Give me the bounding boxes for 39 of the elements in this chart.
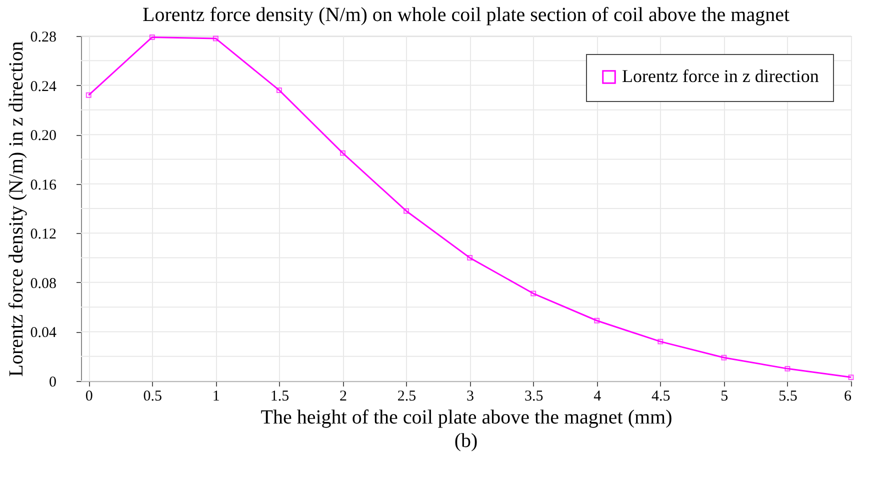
point [149,34,155,40]
point [340,150,346,156]
y-tick-label: 0 [49,374,56,390]
point [530,290,536,296]
x-axis-title: The height of the coil plate above the magnet (mm) [260,406,672,428]
x-tick-label: 2 [340,388,347,404]
point [658,338,664,344]
x-tick-label: 3.5 [524,388,544,404]
x-tick-label: 3 [466,388,474,404]
x-tick-label: 1.5 [270,388,290,404]
y-tick-label: 0.16 [30,177,57,194]
point [721,354,727,360]
y-tick-label: 0.20 [30,128,56,144]
x-tick-label: 6 [844,388,852,404]
x-tick-label: 5 [720,388,728,404]
y-tick-label: 0.04 [30,325,57,342]
x-tick-label: 1 [212,388,220,404]
x-tick-label: 2.5 [397,388,416,404]
y-tick-label: 0.08 [30,276,56,292]
x-tick-label: 0 [85,388,93,404]
point [212,36,218,42]
x-tick-label: 5.5 [778,388,798,404]
point [594,318,600,324]
text: (b) [454,430,478,452]
y-tick-label: 0.24 [30,78,57,95]
y-axis-title: Lorentz force density (N/m) in z direction [5,41,28,377]
x-tick-label: 4.5 [652,388,670,404]
legend-label: Lorentz force in z direction [622,66,819,86]
point [848,374,854,380]
point [404,208,410,214]
y-tick-label: 0.12 [30,226,56,243]
point [276,87,282,93]
point [784,366,790,372]
chart-title: Lorentz force density (N/m) on whole coil plate section of coil above the magnet [142,4,790,26]
point [467,255,473,261]
x-tick-label: 0.5 [143,388,162,404]
point [86,92,92,98]
x-tick-label: 4 [594,388,602,404]
y-tick-label: 0.28 [30,30,56,46]
